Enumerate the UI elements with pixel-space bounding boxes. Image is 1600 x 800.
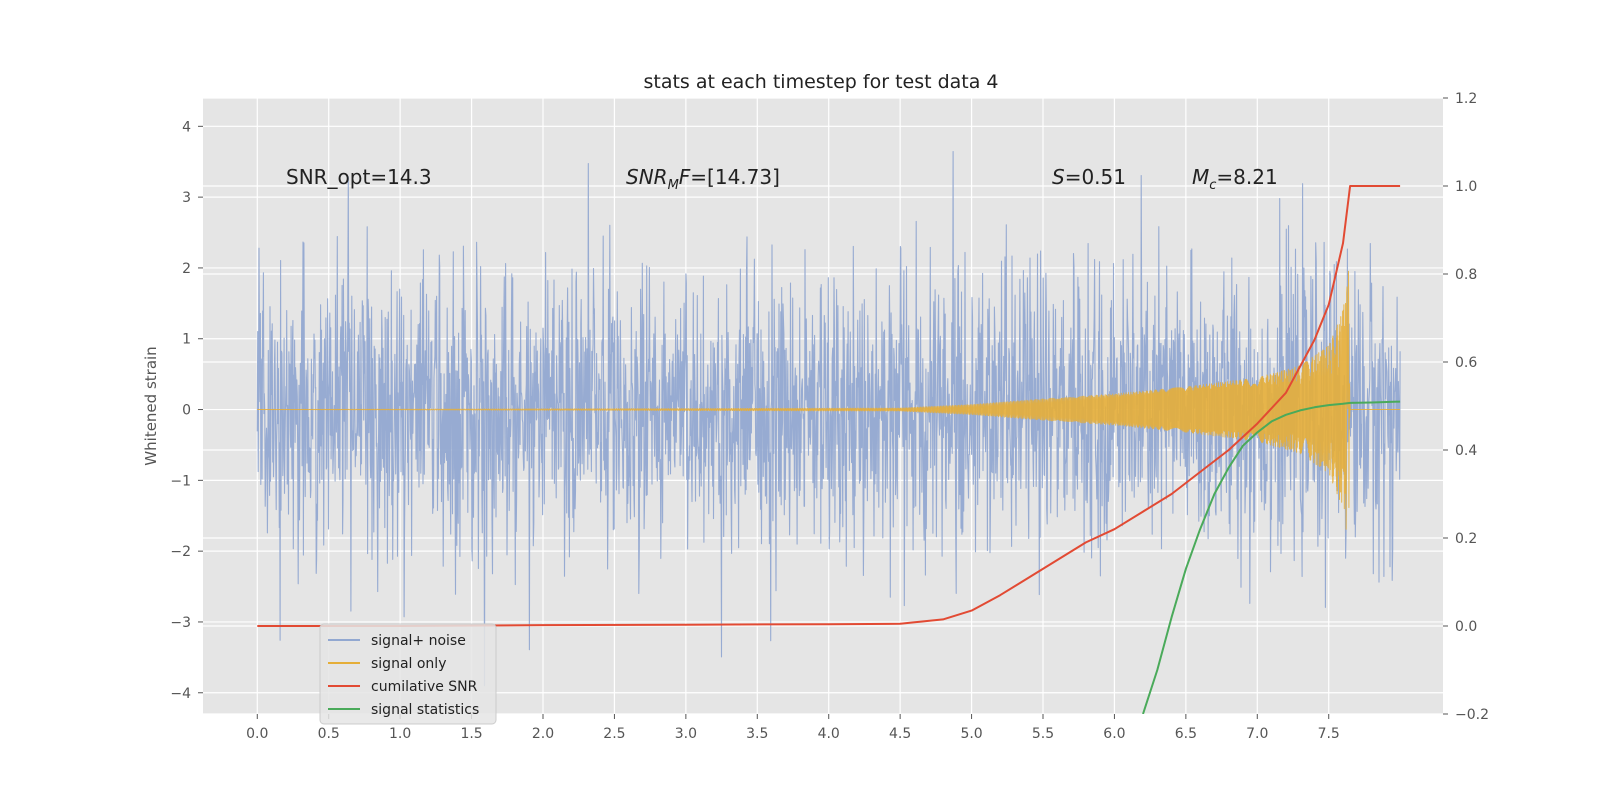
- x-tick-label: 6.5: [1175, 726, 1197, 742]
- y-tick-label: −1: [170, 473, 191, 489]
- y-tick-label: −4: [170, 686, 191, 702]
- x-tick-label: 1.5: [460, 726, 482, 742]
- x-tick-label: 2.0: [532, 726, 554, 742]
- y-tick-label: 2: [182, 261, 191, 277]
- y-tick-label: 4: [182, 119, 191, 135]
- y2-tick-label: 0.8: [1455, 267, 1477, 283]
- annotation-mc: Mc=8.21: [1192, 165, 1278, 193]
- y2-tick-label: 0.4: [1455, 443, 1477, 459]
- x-tick-label: 5.5: [1032, 726, 1054, 742]
- axis-ticks: 0.0 0.5 1.0 1.5 2.0 2.5 3.0 3.5 4.0 4.5 5.0 5.5 6.0 6…: [170, 91, 1489, 742]
- legend-label: signal statistics: [371, 702, 479, 718]
- x-tick-label: 6.0: [1103, 726, 1125, 742]
- y2-tick-label: 0.6: [1455, 355, 1477, 371]
- x-tick-label: 3.5: [746, 726, 768, 742]
- x-tick-label: 1.0: [389, 726, 411, 742]
- series-cumulative-snr-line: [257, 185, 1401, 627]
- annotation-snr-mf: SNRMF=[14.73]: [626, 165, 780, 193]
- y-tick-label: 1: [182, 332, 191, 348]
- legend-box: [319, 623, 497, 725]
- y-tick-label: 3: [182, 190, 191, 206]
- x-tick-label: 3.0: [675, 726, 697, 742]
- y2-tick-label: 0.0: [1455, 619, 1477, 635]
- x-tick-label: 0.5: [318, 726, 340, 742]
- legend-item-signal-noise: signal+ noise: [328, 633, 466, 649]
- y-axis-label: Whitened strain: [142, 346, 160, 465]
- x-tick-label: 7.0: [1246, 726, 1268, 742]
- x-tick-label: 7.5: [1318, 726, 1340, 742]
- annotation-s-stat: S=0.51: [1052, 165, 1126, 189]
- annotation-snr-opt: SNR_opt=14.3: [286, 165, 432, 189]
- legend-label: signal only: [371, 656, 446, 672]
- x-tick-label: 4.5: [889, 726, 911, 742]
- y-tick-label: −3: [170, 615, 191, 631]
- series-signal-only-line: [257, 270, 1401, 530]
- legend-item-cumulative-snr: cumilative SNR: [328, 679, 478, 695]
- legend-item-signal-only: signal only: [328, 656, 446, 672]
- x-tick-label: 5.0: [960, 726, 982, 742]
- series-signal-statistics-line: [1142, 400, 1401, 714]
- legend-label: signal+ noise: [371, 633, 466, 649]
- chart-title: stats at each timestep for test data 4: [643, 71, 998, 93]
- legend: signal+ noise signal only cumilative SNR si…: [319, 623, 497, 725]
- annotations: SNR_opt=14.3 SNRMF=[14.73] S=0.51 Mc=8.2…: [286, 165, 1278, 193]
- y-tick-label: −2: [170, 544, 191, 560]
- legend-label: cumilative SNR: [371, 679, 478, 695]
- series-layer: [256, 150, 1401, 714]
- x-tick-label: 0.0: [246, 726, 268, 742]
- y2-tick-label: 0.2: [1455, 531, 1477, 547]
- y2-tick-label: −0.2: [1455, 707, 1489, 723]
- y2-tick-label: 1.2: [1455, 91, 1477, 107]
- x-tick-label: 4.0: [818, 726, 840, 742]
- x-tick-label: 2.5: [603, 726, 625, 742]
- legend-item-signal-statistics: signal statistics: [328, 702, 479, 718]
- y2-tick-label: 1.0: [1455, 179, 1477, 195]
- y-tick-label: 0: [182, 403, 191, 419]
